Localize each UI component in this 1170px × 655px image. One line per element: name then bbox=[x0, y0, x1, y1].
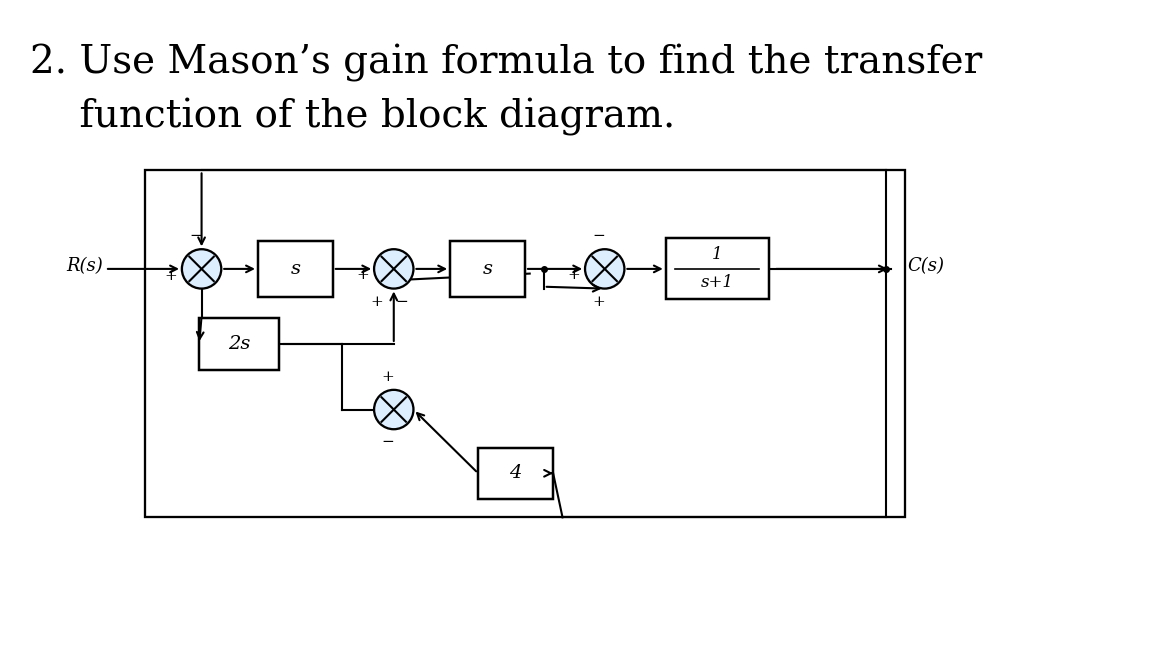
Bar bbox=[257, 241, 332, 297]
Bar bbox=[199, 318, 278, 369]
Text: s+1: s+1 bbox=[701, 274, 734, 291]
Bar bbox=[450, 241, 525, 297]
Text: +: + bbox=[593, 295, 605, 309]
Text: −: − bbox=[593, 229, 605, 243]
Text: +: + bbox=[371, 295, 384, 309]
Bar bbox=[479, 447, 553, 499]
Text: s: s bbox=[482, 260, 493, 278]
Circle shape bbox=[374, 390, 413, 429]
Text: function of the block diagram.: function of the block diagram. bbox=[30, 98, 675, 136]
Text: +: + bbox=[567, 267, 580, 282]
Text: +: + bbox=[164, 269, 177, 284]
Text: +: + bbox=[357, 267, 370, 282]
Bar bbox=[666, 238, 769, 299]
Text: R(s): R(s) bbox=[67, 257, 103, 275]
Text: s: s bbox=[290, 260, 301, 278]
Text: C(s): C(s) bbox=[908, 257, 944, 275]
Circle shape bbox=[374, 249, 413, 289]
Circle shape bbox=[585, 249, 625, 289]
Bar bbox=[145, 170, 904, 517]
Text: 2. Use Mason’s gain formula to find the transfer: 2. Use Mason’s gain formula to find the … bbox=[30, 44, 983, 82]
Text: 4: 4 bbox=[509, 464, 522, 482]
Text: −: − bbox=[190, 229, 202, 243]
Text: −: − bbox=[381, 436, 394, 449]
Text: 1: 1 bbox=[711, 246, 723, 263]
Circle shape bbox=[181, 249, 221, 289]
Text: −: − bbox=[395, 295, 407, 309]
Text: 2s: 2s bbox=[228, 335, 250, 353]
Text: +: + bbox=[381, 369, 394, 384]
